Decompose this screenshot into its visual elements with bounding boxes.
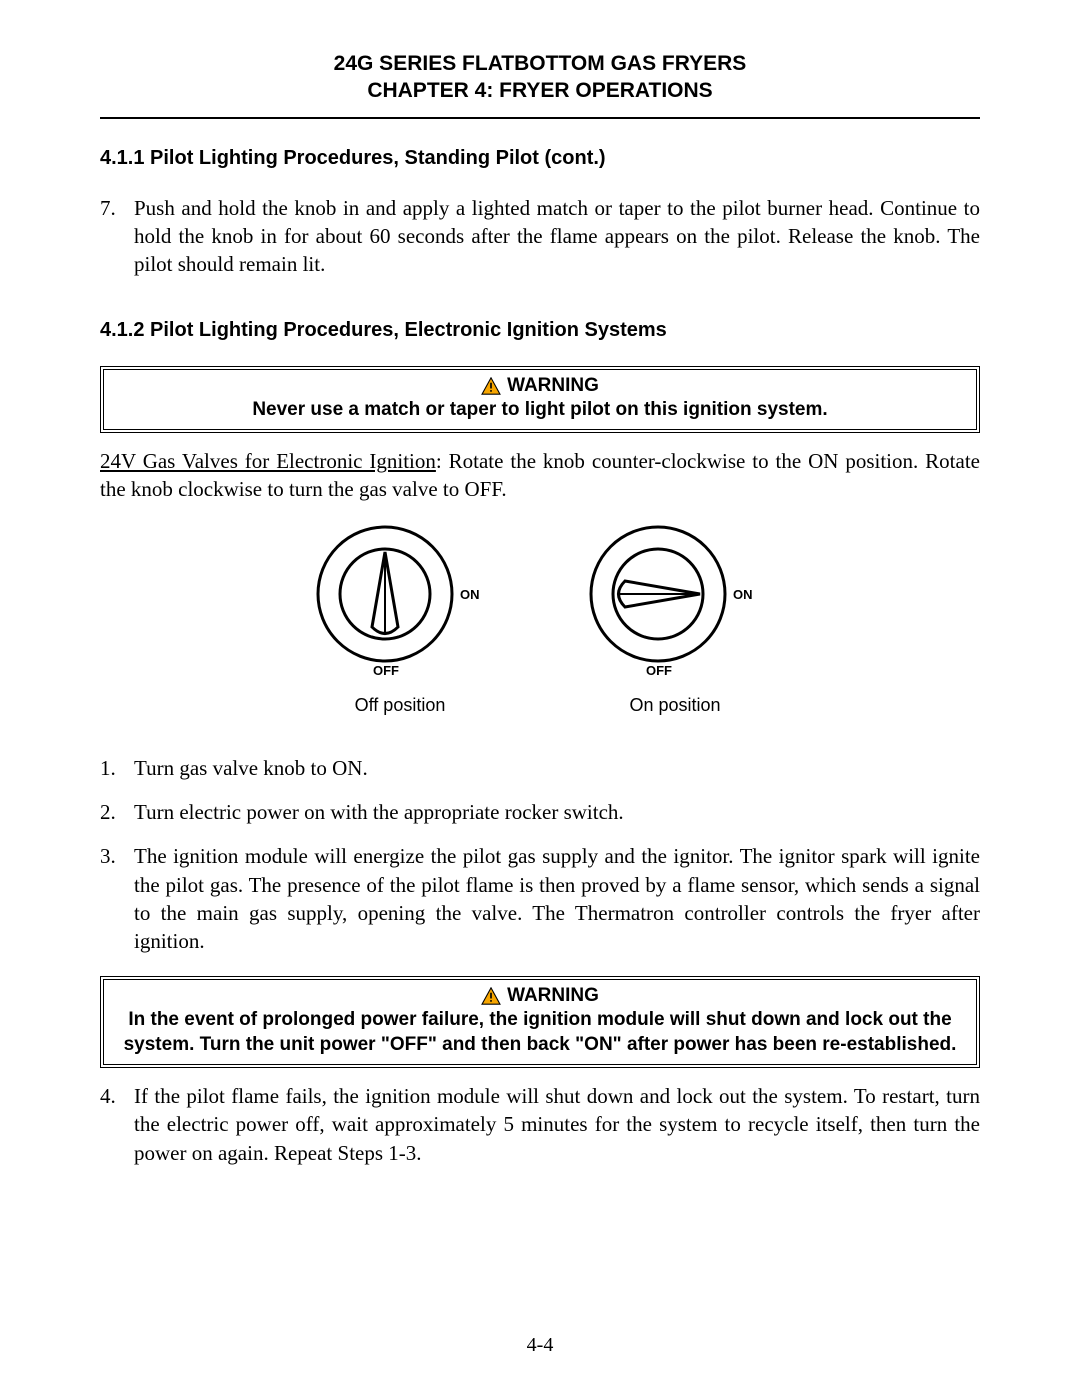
step-1-num: 1. (100, 754, 134, 782)
list-item-7-number: 7. (100, 194, 134, 279)
valve-para-underlined: 24V Gas Valves for Electronic Ignition (100, 449, 436, 473)
step-4-num: 4. (100, 1082, 134, 1167)
step-3-num: 3. (100, 842, 134, 955)
step-1: 1. Turn gas valve knob to ON. (100, 754, 980, 782)
list-item-7-text: Push and hold the knob in and apply a li… (134, 194, 980, 279)
knob-on-off-label: OFF (646, 663, 672, 677)
section-412-heading: 4.1.2 Pilot Lighting Procedures, Electro… (100, 319, 980, 342)
warning-2-text: In the event of prolonged power failure,… (112, 1008, 968, 1057)
steps-list: 1. Turn gas valve knob to ON. 2. Turn el… (100, 754, 980, 956)
step-3-text: The ignition module will energize the pi… (134, 842, 980, 955)
knob-on-caption: On position (580, 695, 770, 716)
warning-triangle-icon (481, 987, 501, 1005)
knob-off-svg: ON OFF (310, 522, 490, 677)
step-2-text: Turn electric power on with the appropri… (134, 798, 624, 826)
warning-box-1: WARNING Never use a match or taper to li… (100, 366, 980, 433)
header-rule (100, 117, 980, 119)
header-line-2: CHAPTER 4: FRYER OPERATIONS (100, 77, 980, 104)
knob-on-on-label: ON (733, 587, 753, 602)
document-header: 24G SERIES FLATBOTTOM GAS FRYERS CHAPTER… (100, 50, 980, 105)
knob-on-svg: ON OFF (580, 522, 770, 677)
warning-2-title-row: WARNING (112, 984, 968, 1009)
knob-off-figure: ON OFF Off position (310, 522, 490, 716)
steps-list-cont: 4. If the pilot flame fails, the ignitio… (100, 1082, 980, 1167)
section-411-heading: 4.1.1 Pilot Lighting Procedures, Standin… (100, 147, 980, 170)
knob-off-off-label: OFF (373, 663, 399, 677)
knob-on-figure: ON OFF On position (580, 522, 770, 716)
warning-triangle-icon (481, 377, 501, 395)
valve-paragraph: 24V Gas Valves for Electronic Ignition: … (100, 447, 980, 504)
knob-off-on-label: ON (460, 587, 480, 602)
step-1-text: Turn gas valve knob to ON. (134, 754, 368, 782)
warning-1-title-row: WARNING (112, 374, 968, 399)
list-item-7: 7. Push and hold the knob in and apply a… (100, 194, 980, 279)
step-3: 3. The ignition module will energize the… (100, 842, 980, 955)
warning-1-title: WARNING (507, 374, 599, 399)
step-4: 4. If the pilot flame fails, the ignitio… (100, 1082, 980, 1167)
step-2: 2. Turn electric power on with the appro… (100, 798, 980, 826)
page-number: 4-4 (0, 1334, 1080, 1357)
warning-1-text: Never use a match or taper to light pilo… (112, 398, 968, 423)
knob-diagram-row: ON OFF Off position ON OFF On position (100, 522, 980, 716)
warning-box-2: WARNING In the event of prolonged power … (100, 976, 980, 1068)
header-line-1: 24G SERIES FLATBOTTOM GAS FRYERS (100, 50, 980, 77)
warning-2-title: WARNING (507, 984, 599, 1009)
page-content: 24G SERIES FLATBOTTOM GAS FRYERS CHAPTER… (0, 0, 1080, 1227)
step-2-num: 2. (100, 798, 134, 826)
list-411: 7. Push and hold the knob in and apply a… (100, 194, 980, 279)
step-4-text: If the pilot flame fails, the ignition m… (134, 1082, 980, 1167)
knob-off-caption: Off position (310, 695, 490, 716)
